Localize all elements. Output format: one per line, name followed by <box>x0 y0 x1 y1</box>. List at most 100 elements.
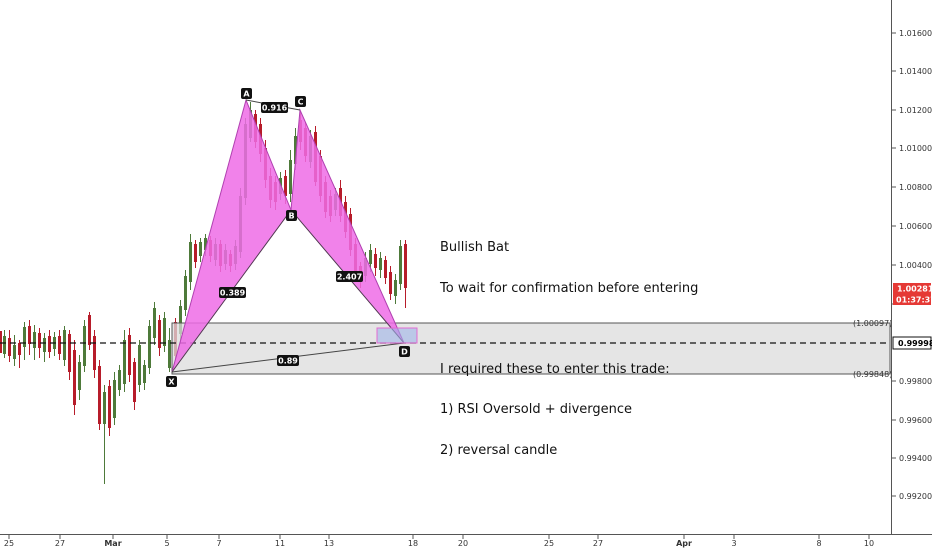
candle <box>389 272 392 294</box>
annotation-line: I required these to enter this trade: <box>440 361 670 377</box>
zone-lower-label: (0.99848) <box>853 370 892 379</box>
annotation-line: 2) reversal candle <box>440 442 558 458</box>
pattern-point-d: D <box>399 346 410 357</box>
time-axis[interactable] <box>0 534 932 550</box>
candle <box>163 318 166 346</box>
x-tick-label: Mar <box>104 539 121 548</box>
svg-text:A: A <box>243 90 250 99</box>
ratio-label-ac: 0.916 <box>261 102 288 113</box>
annotation-line: To wait for confirmation before entering <box>440 280 699 296</box>
y-tick-label: 0.99600 <box>899 416 932 425</box>
pattern-point-b: B <box>286 210 297 221</box>
x-tick-label: 11 <box>275 539 285 548</box>
y-tick-label: 1.01200 <box>899 106 932 115</box>
y-tick-label: 1.01000 <box>899 144 932 153</box>
ratio-label-bd: 2.407 <box>336 271 363 282</box>
svg-text:X: X <box>168 378 175 387</box>
pattern-bcd-triangle[interactable] <box>290 108 405 344</box>
candle <box>68 334 71 372</box>
candle <box>148 326 151 368</box>
target-box[interactable] <box>376 327 418 344</box>
candle <box>284 176 287 196</box>
y-tick-label: 0.99200 <box>899 492 932 501</box>
candle <box>374 254 377 268</box>
candle <box>3 336 6 354</box>
price-axis-ticks: 1.01600 1.01400 1.01200 1.01000 1.00800 … <box>892 29 932 501</box>
candle <box>138 345 141 385</box>
x-tick-label: 10 <box>864 539 874 548</box>
candle <box>204 238 207 250</box>
candle <box>384 260 387 278</box>
annotation-line: 1) RSI Oversold + divergence <box>440 402 633 417</box>
candle <box>394 280 397 296</box>
candle <box>43 338 46 352</box>
x-tick-label: Apr <box>676 539 692 548</box>
candle <box>63 330 66 360</box>
candle <box>189 242 192 282</box>
candle <box>143 365 146 383</box>
candle <box>123 340 126 384</box>
candle <box>33 332 36 348</box>
candle <box>113 380 116 418</box>
y-tick-label: 1.00600 <box>899 222 932 231</box>
candle <box>28 326 31 344</box>
zone-upper-label: (1.00097) <box>853 319 892 328</box>
candle <box>399 246 402 284</box>
price-axis[interactable] <box>892 0 932 534</box>
candle <box>128 335 131 375</box>
x-tick-label: 7 <box>216 539 221 548</box>
candle <box>379 258 382 270</box>
y-tick-label: 1.01600 <box>899 29 932 38</box>
candle <box>38 333 41 348</box>
svg-text:C: C <box>298 98 304 107</box>
x-tick-label: 25 <box>4 539 14 548</box>
candle <box>0 331 2 353</box>
candle <box>78 362 81 390</box>
annotation-line: Bullish Bat <box>440 240 510 255</box>
candle <box>199 242 202 256</box>
svg-text:B: B <box>288 212 294 221</box>
candle <box>73 350 76 405</box>
svg-text:0.389: 0.389 <box>220 289 246 298</box>
candle <box>23 327 26 347</box>
x-tick-label: 3 <box>731 539 736 548</box>
candle <box>58 336 61 354</box>
candle <box>108 386 111 428</box>
pattern-point-x: X <box>166 376 177 387</box>
svg-text:01:37:37: 01:37:37 <box>896 296 932 305</box>
annotation-line <box>440 322 698 336</box>
candle <box>179 306 182 334</box>
x-tick-label: 5 <box>164 539 169 548</box>
trade-annotation[interactable]: Bullish Bat To wait for confirmation bef… <box>440 214 698 471</box>
current-price-tag: 1.00281 <box>893 283 932 294</box>
x-tick-label: 13 <box>324 539 334 548</box>
x-tick-label: 27 <box>593 539 603 548</box>
pattern-point-c: C <box>295 96 306 107</box>
countdown-tag: 01:37:37 <box>893 294 932 305</box>
candle <box>294 136 297 164</box>
svg-text:1.00281: 1.00281 <box>897 285 932 294</box>
candle <box>404 244 407 288</box>
ratio-label-xd: 0.89 <box>277 355 299 366</box>
candle <box>103 392 106 424</box>
candle <box>369 250 372 264</box>
candle <box>289 160 292 194</box>
y-tick-label: 0.99800 <box>899 377 932 386</box>
y-tick-label: 1.01400 <box>899 67 932 76</box>
pattern-point-a: A <box>241 88 252 99</box>
candle <box>18 343 21 355</box>
candle <box>133 362 136 402</box>
level-price-tag: 0.99998 <box>892 336 932 350</box>
x-tick-label: 20 <box>458 539 468 548</box>
svg-text:2.407: 2.407 <box>337 273 362 282</box>
candle <box>184 276 187 310</box>
candle <box>168 340 171 368</box>
svg-text:0.916: 0.916 <box>262 104 288 113</box>
ratio-label-xb: 0.389 <box>219 287 246 298</box>
x-tick-label: 25 <box>544 539 554 548</box>
candle <box>13 345 16 359</box>
svg-text:0.99998: 0.99998 <box>898 339 932 348</box>
candle <box>98 366 101 424</box>
x-tick-label: 27 <box>55 539 65 548</box>
